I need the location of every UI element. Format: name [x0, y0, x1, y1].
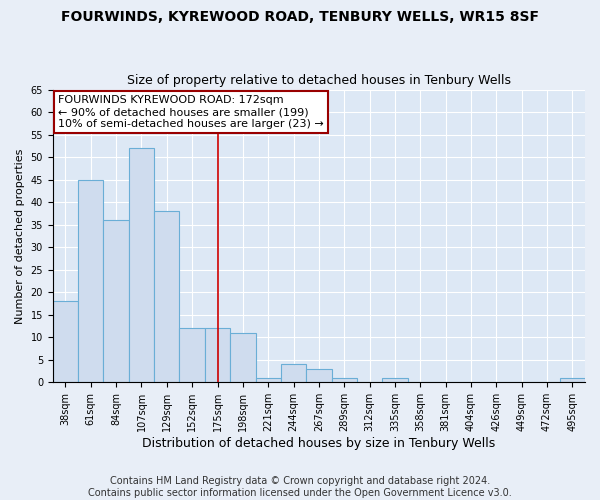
- Bar: [256, 378, 281, 382]
- Bar: [230, 333, 256, 382]
- Bar: [129, 148, 154, 382]
- Bar: [53, 302, 78, 382]
- Bar: [78, 180, 103, 382]
- Bar: [154, 211, 179, 382]
- Bar: [205, 328, 230, 382]
- Bar: [179, 328, 205, 382]
- Text: FOURWINDS, KYREWOOD ROAD, TENBURY WELLS, WR15 8SF: FOURWINDS, KYREWOOD ROAD, TENBURY WELLS,…: [61, 10, 539, 24]
- Text: Contains HM Land Registry data © Crown copyright and database right 2024.
Contai: Contains HM Land Registry data © Crown c…: [88, 476, 512, 498]
- Bar: [382, 378, 407, 382]
- X-axis label: Distribution of detached houses by size in Tenbury Wells: Distribution of detached houses by size …: [142, 437, 496, 450]
- Y-axis label: Number of detached properties: Number of detached properties: [15, 148, 25, 324]
- Bar: [306, 369, 332, 382]
- Title: Size of property relative to detached houses in Tenbury Wells: Size of property relative to detached ho…: [127, 74, 511, 87]
- Text: FOURWINDS KYREWOOD ROAD: 172sqm
← 90% of detached houses are smaller (199)
10% o: FOURWINDS KYREWOOD ROAD: 172sqm ← 90% of…: [58, 96, 324, 128]
- Bar: [560, 378, 585, 382]
- Bar: [332, 378, 357, 382]
- Bar: [103, 220, 129, 382]
- Bar: [281, 364, 306, 382]
